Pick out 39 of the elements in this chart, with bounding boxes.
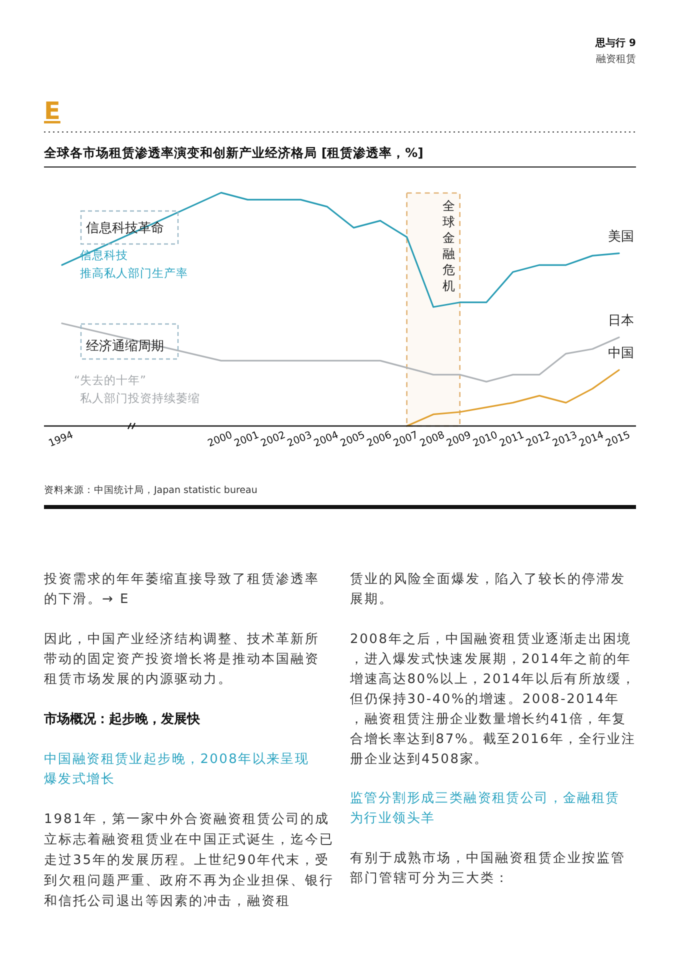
text: 赁业的风险全面爆发，陷入了较长的停滞发展期。 (350, 572, 626, 607)
text: E (44, 97, 60, 125)
series-label: 中国 (608, 346, 634, 362)
chart-title: 全球各市场租赁渗透率演变和创新产业经济格局 [租赁渗透率，%] (43, 145, 424, 160)
x-tick-label: 2002 (259, 430, 288, 450)
x-tick-label: 2014 (578, 430, 606, 450)
text: 融资租赁 (596, 53, 636, 65)
text: 投资需求的年年萎缩直接导致了租赁渗透率的下滑。→ E (43, 571, 320, 607)
text: 2008年之后，中国融资租赁业逐渐走出困境，进入爆发式快速发展期，2014年之前的年增速高达80%以上，2014年以后有所放缓，但仍保持30-40%的增速。2008-2014年，融资租赁注册企业数量增长约41倍，年复合增长率达到87%。截至2016年，全行业注册企业达到4508家。 (349, 631, 636, 767)
series-label: 日本 (608, 313, 634, 328)
band-label: 全球金融危机 (442, 198, 456, 293)
x-tick-label: 2000 (206, 430, 234, 450)
annotation: 私人部门投资持续萎缩 (80, 391, 200, 405)
text: 中国融资租赁业起步晚，2008年以来呈现爆发式增长 (44, 752, 310, 787)
x-tick-label: 2006 (365, 430, 394, 450)
annotation: 推高私人部门生产率 (80, 266, 188, 280)
x-tick-label: 2010 (472, 430, 500, 450)
text: 1981年，第一家中外合资融资租赁公司的成立标志着融资租赁业在中国正式诞生，迄今已走过35年的发展历程。上世纪90年代末，受到欠租问题严重、政府不再为企业担保、银行和信托公司退出等因素的冲击，融资租 (44, 811, 334, 909)
annotation: 经济通缩周期 (86, 339, 164, 354)
series-label: 美国 (608, 228, 634, 244)
x-tick-label: 2008 (418, 430, 446, 450)
x-tick-label: 2012 (524, 430, 552, 450)
x-tick-label: 2001 (232, 430, 261, 450)
text: 市场概况：起步晚，发展快 (43, 711, 201, 727)
x-tick-label: 2003 (286, 430, 314, 450)
annotation: “失去的十年” (74, 373, 146, 387)
x-tick-label: 2011 (498, 430, 526, 450)
text: 资料来源：中国统计局，Japan statistic bureau (44, 484, 258, 496)
x-tick-label: 2004 (312, 430, 340, 450)
x-tick-label: 2015 (604, 430, 632, 450)
x-tick-label: 2009 (445, 430, 473, 450)
text: 监管分割形成三类融资租赁公司，金融租赁为行业领头羊 (350, 791, 620, 826)
x-tick-label: 1994 (47, 430, 75, 450)
x-tick-label: 2013 (551, 430, 579, 450)
text: 有别于成熟市场，中国融资租赁企业按监管部门管辖可分为三大类： (350, 851, 626, 886)
text: 思与行 9 (594, 37, 636, 49)
x-tick-label: 2007 (392, 430, 420, 450)
x-tick-label: 2005 (338, 430, 367, 450)
text: 因此，中国产业经济结构调整、技术革新所带动的固定资产投资增长将是推动本国融资租赁市场发展的内源驱动力。 (44, 632, 320, 687)
